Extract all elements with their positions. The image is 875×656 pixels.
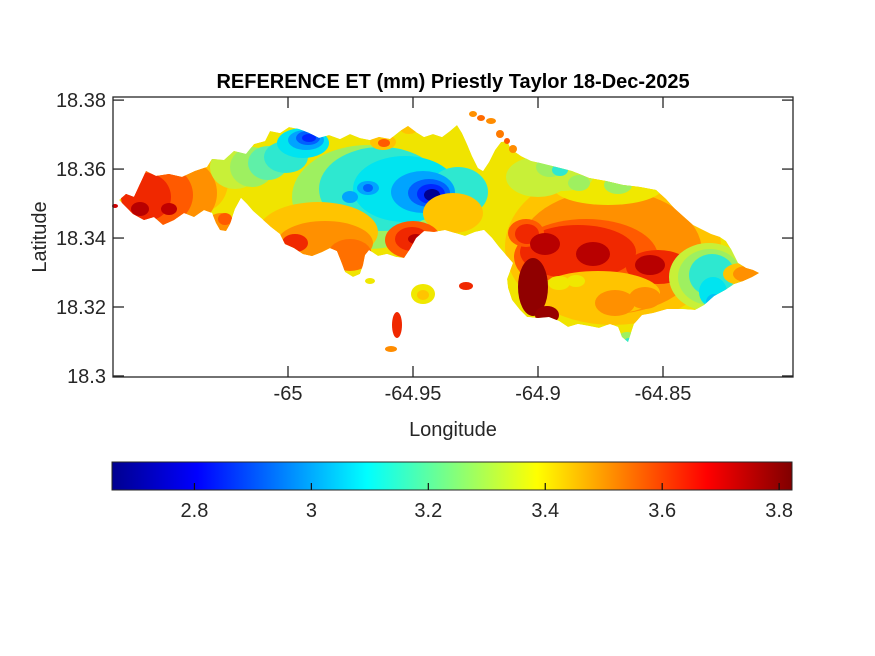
contour-blob (699, 277, 727, 307)
axes: -65 -64.95 -64.9 -64.85 18.38 18.36 18.34 18.32… (56, 90, 794, 405)
colorbar: 2.8 3 3.2 3.4 3.6 3.8 (111, 461, 793, 522)
x-tick-label: -65 (274, 383, 303, 405)
contour-blob (328, 239, 372, 271)
islet (477, 115, 485, 121)
contour-blob (518, 258, 548, 316)
contour-blob (218, 213, 232, 225)
contour-blob (535, 306, 559, 324)
contour-blob (604, 176, 632, 194)
islet (469, 111, 477, 117)
y-tick-label: 18.36 (56, 159, 106, 181)
x-tick-label: -64.9 (515, 383, 561, 405)
contour-blob (423, 193, 483, 233)
contour-blob (733, 266, 759, 282)
islet (365, 278, 375, 284)
colorbar-tick-label: 3.2 (414, 500, 442, 522)
islet (459, 282, 473, 290)
colorbar-tick-label: 3.6 (648, 500, 676, 522)
y-axis-label: Latitude (29, 201, 51, 272)
contour-blob (624, 338, 634, 342)
island-group (112, 111, 759, 352)
contour-blob (302, 134, 316, 142)
islet (385, 346, 397, 352)
contour-blob (363, 184, 373, 192)
islet (496, 130, 504, 138)
y-tick-label: 18.32 (56, 297, 106, 319)
island-map (112, 111, 759, 352)
islet (417, 290, 429, 300)
colorbar-tick-label: 3.4 (531, 500, 559, 522)
chart-title: REFERENCE ET (mm) Priestly Taylor 18-Dec… (216, 71, 689, 93)
x-axis-label: Longitude (409, 419, 497, 441)
y-tick-label: 18.38 (56, 90, 106, 112)
contour-blob (568, 175, 590, 191)
islet (392, 312, 402, 338)
contour-blob (576, 242, 610, 266)
colorbar-tick-label: 2.8 (181, 500, 209, 522)
islet (509, 145, 517, 153)
islet (504, 138, 510, 144)
colorbar-gradient-bar (111, 461, 793, 491)
contour-blob (378, 139, 390, 147)
contour-blob (408, 234, 424, 244)
contour-blob (567, 275, 585, 287)
contour-blob (635, 255, 665, 275)
y-tick-label: 18.3 (67, 366, 106, 388)
contour-blob (530, 233, 560, 255)
x-tick-label: -64.95 (385, 383, 442, 405)
contour-blob (706, 294, 722, 310)
contour-blob (282, 234, 308, 252)
contour-blob (629, 287, 661, 309)
contour-blob (595, 290, 635, 316)
colorbar-tick-label: 3.8 (765, 500, 793, 522)
axes-box (112, 96, 794, 378)
contour-blob (400, 125, 418, 134)
island-clipped-fills (119, 125, 759, 342)
contour-blob (342, 191, 358, 203)
y-tick-label: 18.34 (56, 228, 106, 250)
contour-blob (131, 202, 149, 216)
contour-blob (161, 203, 177, 215)
islet (486, 118, 496, 124)
colorbar-tick-label: 3 (306, 500, 317, 522)
x-tick-label: -64.85 (635, 383, 692, 405)
contour-blob (124, 181, 142, 197)
contour-blob (552, 164, 568, 176)
contour-blob (548, 276, 570, 290)
